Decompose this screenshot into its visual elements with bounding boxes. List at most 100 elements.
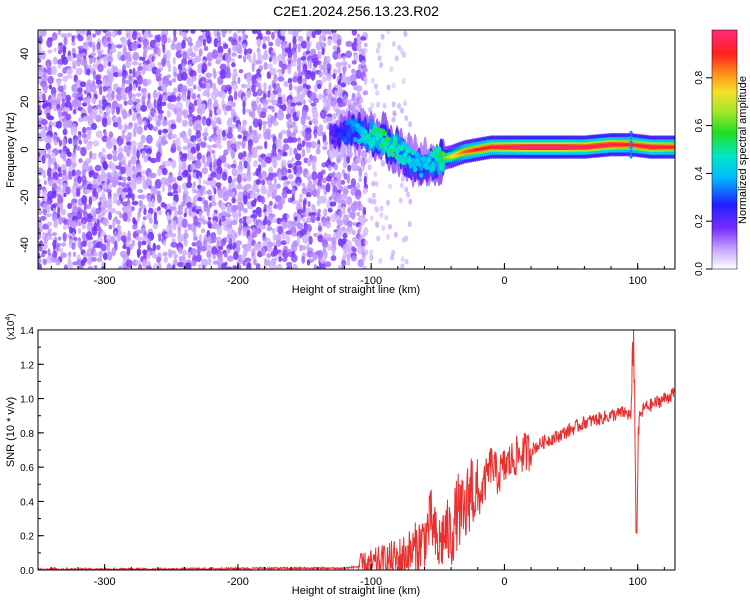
noise-blob (92, 210, 97, 219)
noise-blob (363, 76, 368, 83)
noise-blob (301, 140, 306, 148)
noise-blob (76, 58, 81, 67)
noise-blob (261, 179, 266, 186)
noise-blob (302, 99, 306, 105)
signal-cell (347, 128, 352, 139)
noise-blob (326, 30, 333, 35)
signal-cell (398, 146, 404, 152)
noise-blob (186, 181, 193, 189)
snr-series-line (38, 330, 675, 570)
noise-blob (322, 76, 327, 83)
noise-blob (400, 107, 404, 114)
noise-blob (181, 95, 189, 102)
noise-blob (131, 117, 136, 122)
noise-blob (232, 115, 237, 123)
noise-blob (325, 237, 333, 242)
noise-blob (65, 158, 72, 167)
noise-blob (272, 231, 276, 241)
noise-blob (310, 102, 317, 107)
noise-blob (72, 109, 77, 115)
noise-blob (181, 68, 188, 73)
noise-blob (180, 86, 188, 95)
noise-blob (297, 80, 303, 85)
noise-blob (173, 30, 177, 38)
noise-blob (213, 127, 217, 136)
noise-blob (196, 68, 203, 74)
signal-cell (371, 136, 376, 147)
noise-blob (217, 262, 221, 269)
signal-cell (363, 129, 368, 135)
noise-blob (379, 212, 384, 219)
noise-blob (61, 97, 66, 104)
signal-cell (434, 152, 440, 158)
noise-blob (319, 109, 327, 120)
noise-blob (121, 191, 128, 200)
noise-blob (170, 233, 177, 238)
noise-blob (238, 69, 244, 74)
noise-blob (276, 155, 281, 161)
noise-blob (225, 105, 232, 112)
noise-blob (326, 63, 332, 71)
noise-blob (292, 200, 299, 205)
noise-blob (325, 182, 331, 193)
noise-blob (76, 187, 81, 197)
signal-cell (339, 130, 344, 136)
noise-blob (40, 215, 47, 221)
noise-blob (52, 56, 58, 65)
noise-blob (178, 163, 182, 172)
noise-blob (51, 190, 57, 199)
noise-blob (347, 246, 353, 255)
noise-blob (301, 217, 305, 222)
noise-blob (162, 43, 166, 54)
noise-blob (142, 38, 149, 47)
noise-blob (251, 30, 257, 34)
noise-blob (107, 55, 114, 64)
noise-blob (348, 228, 353, 235)
noise-blob (391, 41, 396, 47)
noise-blob (92, 140, 100, 147)
noise-blob (369, 249, 374, 256)
noise-blob (81, 195, 88, 205)
noise-blob (321, 239, 329, 248)
noise-blob (93, 251, 98, 257)
noise-blob (52, 35, 58, 41)
noise-blob (66, 32, 73, 38)
noise-blob (150, 172, 157, 179)
y-tick-label: 0.8 (20, 429, 34, 440)
noise-blob (313, 118, 319, 126)
noise-blob (297, 214, 302, 223)
noise-blob (131, 239, 135, 247)
noise-blob (243, 160, 248, 169)
noise-blob (108, 211, 112, 221)
noise-blob (38, 258, 42, 264)
noise-blob (347, 63, 351, 69)
noise-blob (56, 188, 63, 193)
noise-blob (313, 131, 318, 139)
noise-blob (337, 264, 342, 269)
noise-blob (136, 75, 143, 85)
noise-blob (261, 196, 265, 205)
noise-blob (391, 82, 396, 89)
noise-blob (170, 43, 177, 51)
noise-blob (85, 158, 92, 164)
noise-blob (226, 255, 234, 262)
noise-blob (291, 157, 295, 162)
noise-blob (52, 207, 57, 213)
snr-x-label: Height of straight line (km) (292, 585, 420, 597)
noise-blob (277, 225, 284, 235)
noise-blob (153, 211, 157, 222)
noise-blob (304, 69, 312, 80)
noise-blob (166, 74, 171, 79)
noise-blob (381, 225, 386, 231)
noise-blob (91, 256, 97, 262)
noise-blob (60, 208, 67, 216)
noise-blob (75, 220, 83, 227)
noise-blob (107, 204, 112, 210)
noise-blob (226, 233, 233, 240)
noise-blob (47, 159, 51, 170)
noise-blob (316, 128, 323, 137)
noise-blob (45, 143, 51, 151)
noise-blob (243, 48, 248, 56)
noise-blob (212, 260, 219, 265)
